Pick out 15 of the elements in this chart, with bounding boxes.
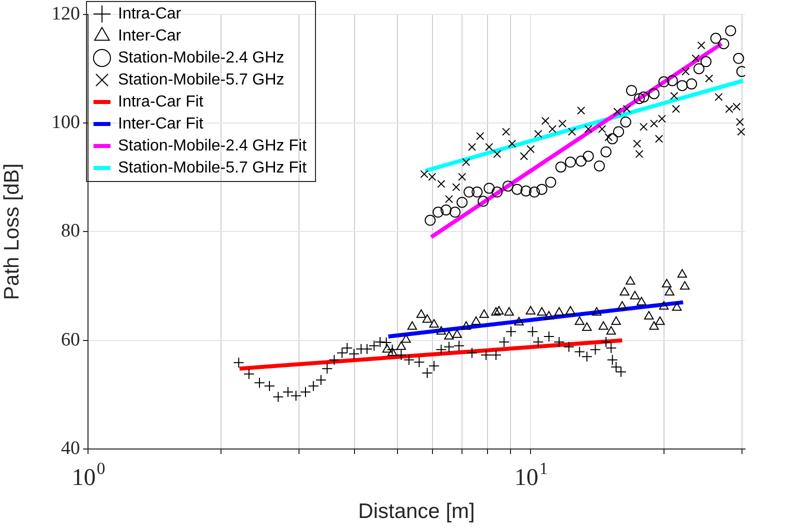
y-tick-label: 40 — [61, 438, 80, 459]
legend-label: Station-Mobile-5.7 GHz — [118, 71, 284, 88]
legend-label: Station-Mobile-5.7 GHz Fit — [118, 159, 308, 176]
legend-label: Inter-Car — [118, 27, 182, 44]
y-tick-label: 60 — [61, 329, 80, 350]
legend-label: Inter-Car Fit — [118, 115, 204, 132]
y-tick-label: 80 — [61, 220, 80, 242]
legend-label: Station-Mobile-2.4 GHz Fit — [118, 137, 308, 154]
legend-label: Intra-Car — [118, 5, 182, 22]
y-axis-title: Path Loss [dB] — [0, 163, 24, 300]
legend-label: Station-Mobile-2.4 GHz — [118, 49, 284, 66]
legend-label: Intra-Car Fit — [118, 93, 204, 110]
x-axis-title: Distance [m] — [358, 500, 475, 524]
y-tick-label: 120 — [52, 3, 80, 24]
y-tick-label: 100 — [52, 112, 80, 134]
